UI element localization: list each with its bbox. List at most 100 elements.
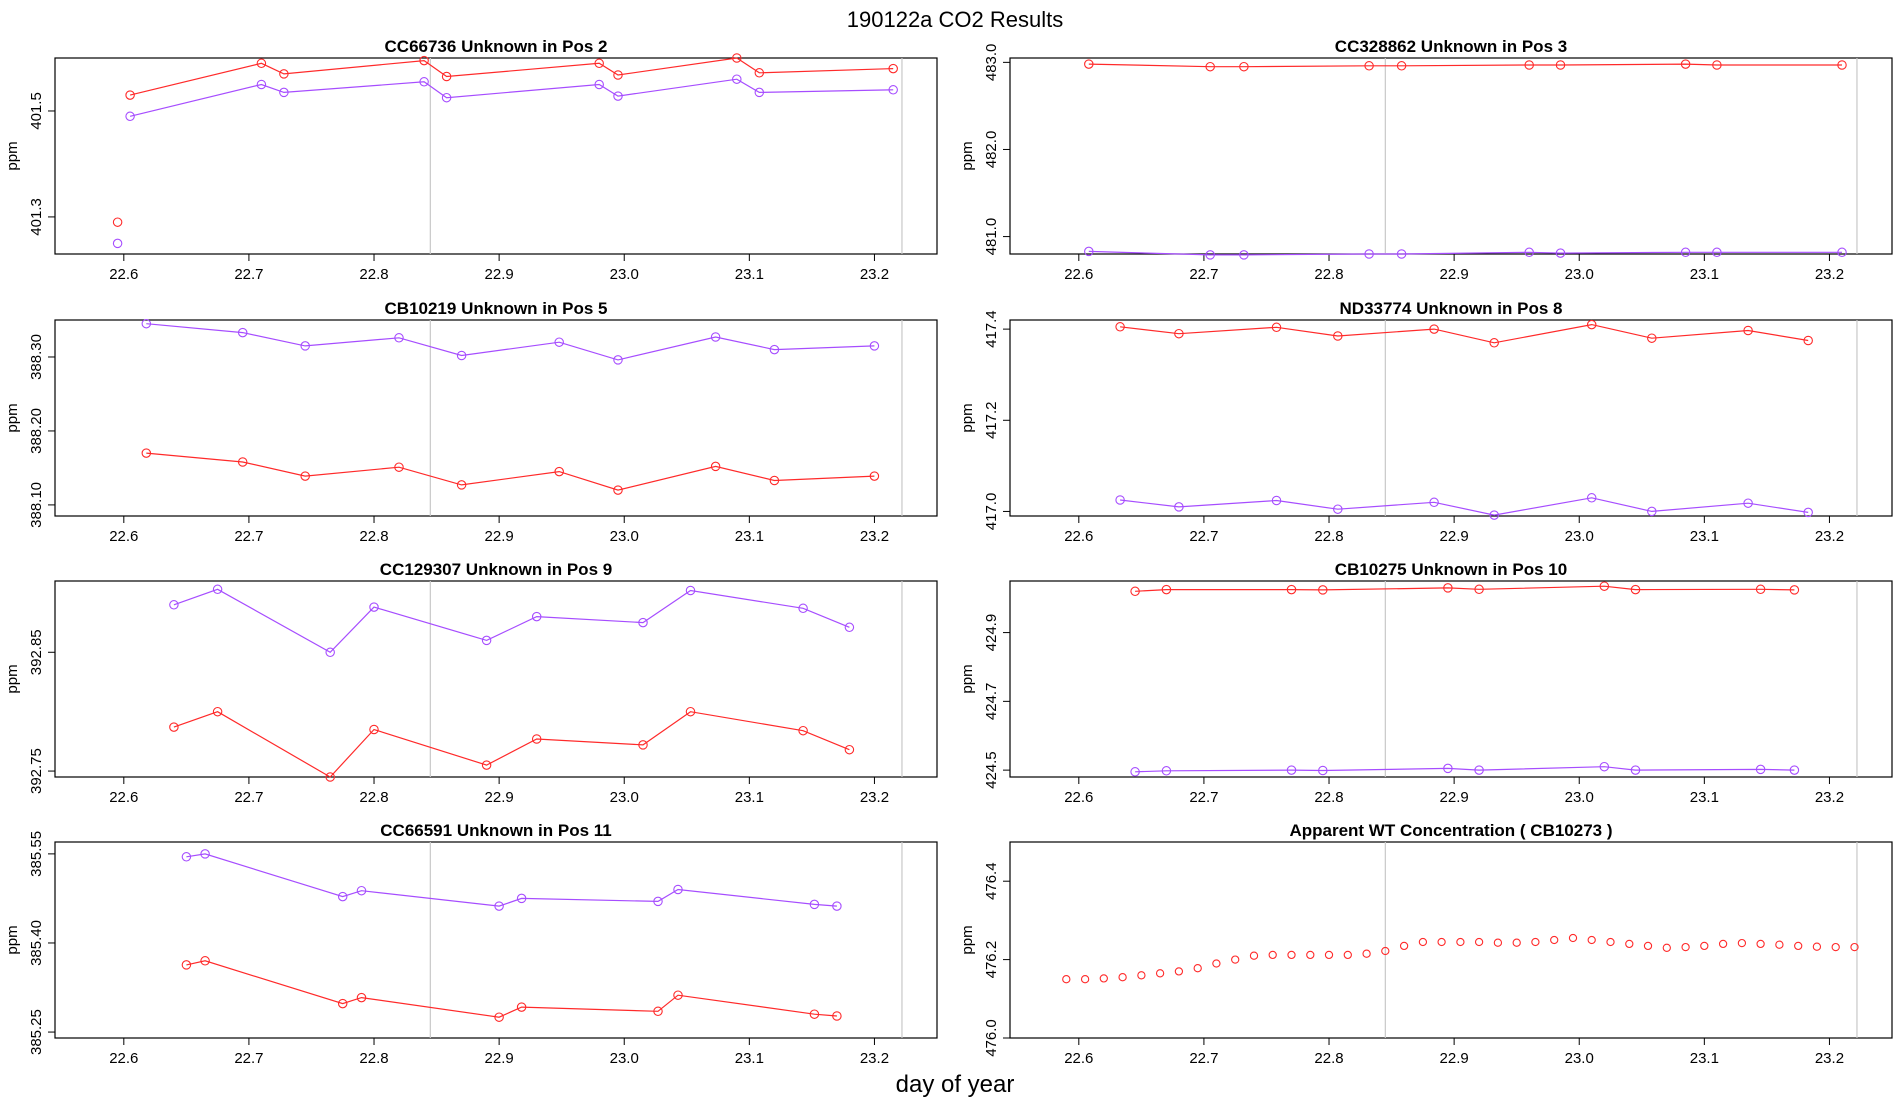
panel-title: CC328862 Unknown in Pos 3	[1335, 37, 1567, 56]
data-point-purple	[1429, 497, 1439, 508]
x-tick-label: 22.7	[1189, 1050, 1218, 1067]
data-point-red	[1630, 584, 1641, 595]
data-point-red	[1586, 319, 1597, 330]
data-point-purple	[1205, 250, 1215, 260]
x-tick-label: 23.1	[735, 266, 764, 283]
data-point-red	[888, 63, 898, 74]
data-point-red	[356, 992, 367, 1003]
data-point-purple	[1755, 764, 1766, 775]
y-tick-label: 385.55	[28, 831, 45, 877]
x-tick-label: 22.8	[359, 528, 388, 545]
series-line-purple	[146, 323, 875, 361]
data-point-red	[325, 772, 335, 782]
x-tick-label: 23.1	[1690, 789, 1719, 806]
x-tick-label: 22.9	[485, 528, 514, 545]
data-point-red	[1789, 585, 1800, 595]
panel-1: CC66736 Unknown in Pos 2 ppm 22.6 22.7 22.8 2…	[4, 37, 938, 283]
data-point-red	[212, 706, 223, 717]
y-tick-label: 481.0	[983, 218, 1000, 256]
data-point-red	[844, 744, 855, 755]
data-point-red	[181, 960, 192, 970]
data-point-red	[256, 58, 267, 69]
y-tick-label: 388.20	[28, 408, 45, 454]
series-line-red	[1088, 63, 1842, 68]
data-point-purple	[300, 341, 310, 351]
y-tick-label: 476.2	[983, 941, 1000, 979]
data-point-purple	[279, 87, 289, 98]
x-tick-label: 22.7	[1189, 789, 1218, 806]
data-point-red	[1474, 937, 1484, 947]
data-point-red	[1161, 584, 1172, 595]
x-tick-label: 22.8	[359, 1050, 388, 1067]
data-point-red	[1489, 338, 1499, 348]
x-tick-label: 22.6	[1064, 266, 1093, 283]
data-point-red	[1625, 939, 1634, 949]
data-point-red	[1743, 325, 1753, 336]
data-point-red	[1155, 969, 1165, 978]
panel-3: CB10219 Unknown in Pos 5 ppm 22.6 22.7 22.8 2…	[4, 299, 938, 545]
y-tick-label: 417.2	[983, 402, 1000, 440]
x-tick-label: 22.9	[1440, 1050, 1469, 1067]
x-tick-label: 23.1	[735, 528, 764, 545]
data-point-red	[441, 71, 452, 82]
data-point-red	[1550, 935, 1559, 945]
data-point-red	[1647, 333, 1657, 343]
panel-2: CC328862 Unknown in Pos 3 ppm 22.6 22.7 22.8…	[959, 37, 1893, 283]
panel-title: ND33774 Unknown in Pos 8	[1340, 299, 1563, 318]
data-point-purple	[1680, 247, 1691, 258]
series-line-purple	[129, 78, 894, 117]
series-line-red	[129, 57, 894, 96]
data-point-purple	[531, 611, 542, 622]
panels: CC66736 Unknown in Pos 2 ppm 22.6 22.7 22.8 2…	[4, 37, 1893, 1067]
data-point-red	[1812, 942, 1822, 951]
data-point-red	[1318, 585, 1328, 595]
x-tick-label: 23.0	[1565, 266, 1594, 283]
series-line-purple	[1135, 766, 1795, 773]
data-point-purple	[1803, 507, 1813, 518]
data-point-purple	[181, 852, 192, 862]
x-tick-label: 22.7	[1189, 266, 1218, 283]
data-point-purple	[1630, 765, 1641, 775]
data-point-red	[1599, 581, 1610, 591]
data-point-purple	[1555, 248, 1566, 258]
data-point-red	[613, 485, 623, 495]
data-point-purple	[1524, 247, 1534, 258]
data-point-purple	[356, 885, 367, 896]
data-point-purple	[394, 333, 404, 343]
data-point-red	[1555, 60, 1566, 70]
x-tick-label: 23.0	[1565, 789, 1594, 806]
y-axis-label: ppm	[4, 141, 21, 170]
plot-frame	[54, 57, 938, 255]
main-title: 190122a CO2 Results	[847, 7, 1063, 32]
data-point-purple	[325, 647, 335, 658]
data-point-purple	[844, 622, 855, 633]
data-point-purple	[653, 896, 663, 907]
data-point-red	[1512, 938, 1521, 947]
plot-frame	[54, 319, 938, 517]
data-point-purple	[456, 350, 467, 361]
data-point-red	[1794, 941, 1803, 951]
data-point-red	[1456, 937, 1465, 947]
x-tick-label: 22.9	[1440, 789, 1469, 806]
data-point-red	[337, 998, 348, 1009]
panel-title: CC129307 Unknown in Pos 9	[380, 560, 612, 579]
x-tick-label: 23.1	[1690, 528, 1719, 545]
data-point-purple	[594, 79, 604, 90]
data-point-red	[1084, 59, 1094, 69]
data-point-purple	[494, 901, 504, 911]
x-tick-label: 23.1	[1690, 266, 1719, 283]
y-tick-label: 388.10	[28, 482, 45, 528]
data-point-red	[456, 480, 467, 490]
x-tick-label: 22.6	[1064, 789, 1093, 806]
data-point-red	[710, 461, 721, 472]
y-axis-label: ppm	[959, 141, 976, 170]
y-tick-label: 476.4	[983, 862, 1000, 900]
x-tick-label: 22.7	[1189, 528, 1218, 545]
x-tick-label: 22.7	[234, 789, 263, 806]
x-tick-label: 22.9	[1440, 528, 1469, 545]
data-point-red	[1193, 964, 1202, 973]
x-tick-label: 22.6	[109, 1050, 138, 1067]
x-tick-label: 22.6	[109, 528, 138, 545]
data-point-red	[1118, 973, 1127, 982]
